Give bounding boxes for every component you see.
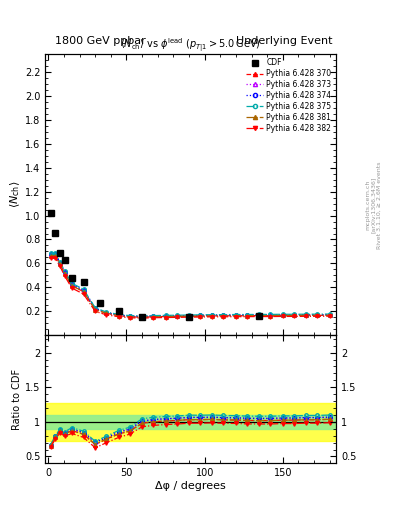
Text: Rivet 3.1.10, ≥ 2.6M events: Rivet 3.1.10, ≥ 2.6M events	[377, 161, 382, 248]
Legend: CDF, Pythia 6.428 370, Pythia 6.428 373, Pythia 6.428 374, Pythia 6.428 375, Pyt: CDF, Pythia 6.428 370, Pythia 6.428 373,…	[244, 56, 334, 135]
Bar	[45, 403, 336, 440]
X-axis label: Δφ / degrees: Δφ / degrees	[155, 481, 226, 491]
Text: 1800 GeV ppbar: 1800 GeV ppbar	[55, 36, 146, 46]
Text: Underlying Event: Underlying Event	[235, 36, 332, 46]
Y-axis label: $\langle N_{\rm ch}\rangle$: $\langle N_{\rm ch}\rangle$	[9, 181, 22, 208]
Text: mcplots.cern.ch: mcplots.cern.ch	[365, 180, 370, 230]
Text: [arXiv:1306.3436]: [arXiv:1306.3436]	[371, 177, 376, 233]
Y-axis label: Ratio to CDF: Ratio to CDF	[12, 369, 22, 430]
Bar	[45, 415, 336, 429]
Title: $\langle N_{\rm ch}\rangle$ vs $\phi^{\rm lead}$ ($p_{T|1} > 5.0\,\mathrm{GeV}$): $\langle N_{\rm ch}\rangle$ vs $\phi^{\r…	[120, 36, 261, 54]
